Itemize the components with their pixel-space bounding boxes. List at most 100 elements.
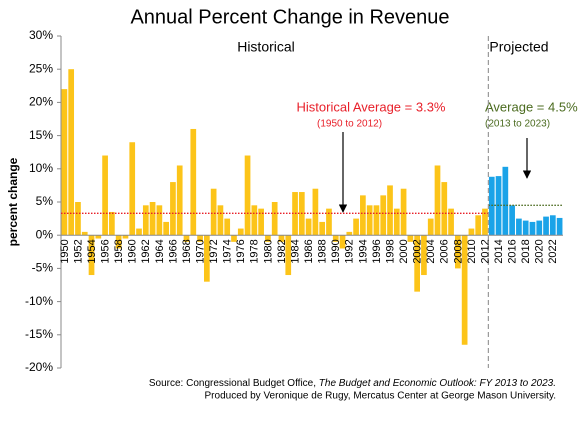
x-tick-label: 2006 xyxy=(439,239,451,263)
bar xyxy=(81,231,88,236)
bar xyxy=(163,221,169,236)
source-credit: Produced by Veronique de Rugy, Mercatus … xyxy=(205,391,556,402)
average-label: Average = 4.5% xyxy=(485,99,578,114)
bar xyxy=(407,235,414,242)
source-prefix: Source: Congressional Budget Office, xyxy=(149,378,319,389)
bar xyxy=(549,215,556,236)
bar xyxy=(543,216,549,236)
bar xyxy=(373,205,380,236)
bar xyxy=(332,235,339,242)
bar xyxy=(129,142,136,236)
x-tick-label: 1966 xyxy=(167,239,179,263)
y-tick-label: 30% xyxy=(29,28,53,42)
x-tick-label: 1976 xyxy=(235,239,247,263)
bar xyxy=(244,155,251,236)
x-tick-label: 1950 xyxy=(59,239,71,263)
bar xyxy=(339,235,346,249)
y-tick-label: -10% xyxy=(25,294,53,308)
bar xyxy=(556,217,563,236)
x-tick-label: 1978 xyxy=(249,239,261,263)
bar xyxy=(414,235,420,292)
bar xyxy=(387,185,393,236)
bar xyxy=(441,182,448,236)
bar xyxy=(536,220,543,236)
bar xyxy=(366,205,373,236)
x-tick-label: 1964 xyxy=(154,239,166,263)
bar xyxy=(393,208,400,236)
bar xyxy=(509,205,515,236)
bar xyxy=(482,208,488,236)
bar xyxy=(488,176,495,236)
region-label: Historical xyxy=(237,39,295,55)
bar xyxy=(217,205,224,236)
bar xyxy=(319,221,326,236)
bar xyxy=(88,235,95,276)
x-tick-label: 1952 xyxy=(72,239,84,263)
y-tick-label: -20% xyxy=(25,360,53,374)
bar xyxy=(278,235,285,242)
bar xyxy=(326,208,332,236)
bar xyxy=(190,128,197,236)
y-axis-label: percent change xyxy=(6,157,20,246)
y-tick-label: 15% xyxy=(29,128,53,142)
x-tick-label: 2018 xyxy=(520,239,532,263)
y-tick-label: 5% xyxy=(36,194,54,208)
x-tick-label: 1974 xyxy=(222,239,234,263)
x-tick-label: 1980 xyxy=(262,239,274,263)
bar xyxy=(468,228,475,236)
bar xyxy=(516,218,522,236)
chart-title: Annual Percent Change in Revenue xyxy=(130,6,449,28)
bar xyxy=(204,235,210,282)
bar xyxy=(231,235,237,242)
bar xyxy=(109,211,115,236)
region-label: Projected xyxy=(489,39,548,55)
x-tick-label: 1970 xyxy=(194,239,206,263)
x-tick-label: 2002 xyxy=(412,239,424,263)
x-tick-label: 2014 xyxy=(493,239,505,263)
x-tick-label: 1958 xyxy=(113,239,125,263)
bar xyxy=(360,195,366,236)
bar xyxy=(400,188,407,236)
bar xyxy=(258,208,264,236)
x-tick-label: 1994 xyxy=(357,239,369,263)
bar xyxy=(61,89,68,236)
bar xyxy=(434,165,441,236)
bar xyxy=(237,228,244,236)
bar xyxy=(421,235,427,276)
bar xyxy=(353,218,359,236)
x-tick-label: 2012 xyxy=(479,239,491,263)
bar xyxy=(224,218,231,236)
bar xyxy=(75,202,81,236)
y-tick-label: 0% xyxy=(36,227,54,241)
bar xyxy=(529,221,536,236)
x-tick-label: 2010 xyxy=(466,239,478,263)
x-tick-label: 1986 xyxy=(303,239,315,263)
y-tick-label: 10% xyxy=(29,161,53,175)
x-tick-label: 1960 xyxy=(127,239,139,263)
x-tick-label: 2008 xyxy=(452,239,464,263)
bar xyxy=(427,218,434,236)
x-tick-label: 2004 xyxy=(425,239,437,263)
x-tick-label: 1992 xyxy=(344,239,356,263)
source-publication: The Budget and Economic Outlook: FY 2013… xyxy=(319,378,556,389)
bar xyxy=(95,235,102,239)
bar xyxy=(122,235,129,239)
bar xyxy=(251,205,258,236)
bar xyxy=(271,202,278,236)
bar xyxy=(68,69,75,236)
y-tick-label: 20% xyxy=(29,95,53,109)
bar xyxy=(380,195,387,236)
bar xyxy=(183,235,190,242)
bar xyxy=(455,235,461,269)
bar xyxy=(346,231,353,236)
bar xyxy=(502,166,509,236)
y-tick-label: -5% xyxy=(32,261,54,275)
x-tick-label: 1982 xyxy=(276,239,288,263)
bar xyxy=(522,220,529,236)
x-tick-label: 1954 xyxy=(86,239,98,263)
bar xyxy=(285,235,292,276)
bar xyxy=(115,235,122,249)
x-tick-label: 1984 xyxy=(289,239,301,263)
x-tick-label: 1962 xyxy=(140,239,152,263)
average-note: (1950 to 2012) xyxy=(317,119,382,130)
